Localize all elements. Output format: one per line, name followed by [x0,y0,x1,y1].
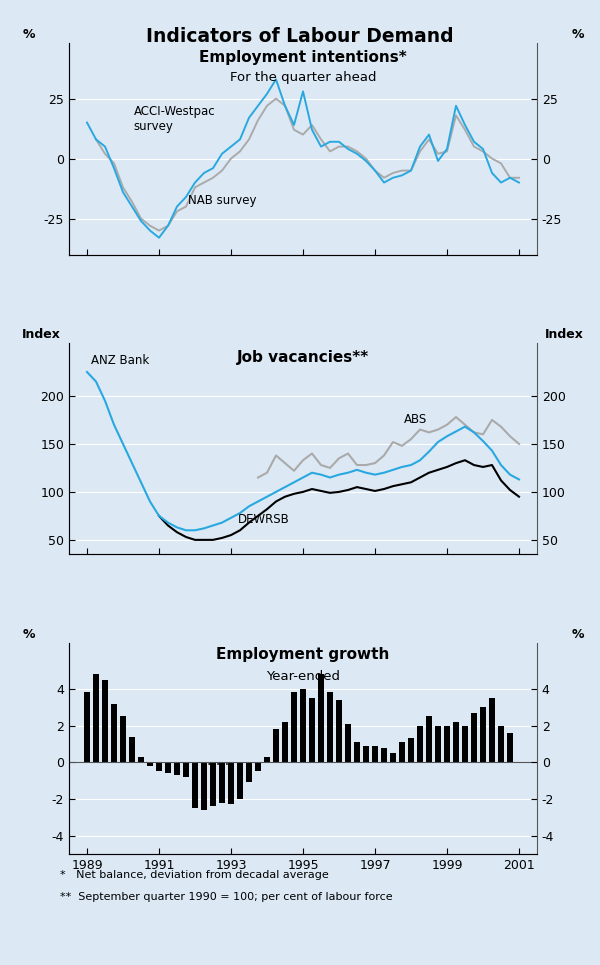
Text: *   Net balance, deviation from decadal average: * Net balance, deviation from decadal av… [60,870,329,880]
Bar [345,724,351,762]
Bar [273,730,279,762]
Bar [372,746,378,762]
Bar [84,693,90,762]
Bar [264,757,270,762]
Bar [165,762,171,773]
Bar [435,726,441,762]
Bar [363,746,369,762]
Bar [237,762,243,799]
Bar [102,679,108,762]
Bar [192,762,198,808]
Bar [120,716,126,762]
Text: Index: Index [545,328,584,341]
Text: ANZ Bank: ANZ Bank [91,354,149,368]
Bar [210,762,216,807]
Text: %: % [571,628,584,641]
Bar [111,703,117,762]
Bar [426,716,432,762]
Bar [444,726,450,762]
Bar [507,732,513,762]
Bar [174,762,180,775]
Bar [489,698,495,762]
Bar [390,753,396,762]
Bar [453,722,459,762]
Bar [255,762,261,771]
Text: Year-ended: Year-ended [266,671,340,683]
Text: %: % [571,28,584,41]
Bar [156,762,162,771]
Bar [399,742,405,762]
Bar [282,722,288,762]
Text: ABS: ABS [404,413,427,426]
Text: **  September quarter 1990 = 100; per cent of labour force: ** September quarter 1990 = 100; per cen… [60,892,392,901]
Bar [300,689,306,762]
Bar [480,707,486,762]
Text: Indicators of Labour Demand: Indicators of Labour Demand [146,27,454,46]
Bar [336,700,342,762]
Bar [408,738,414,762]
Bar [417,726,423,762]
Bar [138,757,144,762]
Bar [183,762,189,777]
Text: Employment growth: Employment growth [217,648,389,662]
Bar [147,762,153,766]
Bar [318,675,324,762]
Bar [201,762,207,810]
Text: Employment intentions*: Employment intentions* [199,50,407,65]
Text: Job vacancies**: Job vacancies** [237,349,369,365]
Bar [462,726,468,762]
Bar [471,713,477,762]
Bar [219,762,225,803]
Text: %: % [22,628,35,641]
Bar [246,762,252,783]
Bar [93,675,99,762]
Text: %: % [22,28,35,41]
Bar [381,748,387,762]
Text: NAB survey: NAB survey [188,194,256,207]
Text: For the quarter ahead: For the quarter ahead [230,70,376,84]
Text: ACCI-Westpac
survey: ACCI-Westpac survey [134,105,215,133]
Bar [354,742,360,762]
Bar [228,762,234,805]
Bar [498,726,504,762]
Bar [129,736,135,762]
Bar [291,693,297,762]
Bar [309,698,315,762]
Text: DEWRSB: DEWRSB [238,512,290,526]
Bar [327,693,333,762]
Text: Index: Index [22,328,61,341]
